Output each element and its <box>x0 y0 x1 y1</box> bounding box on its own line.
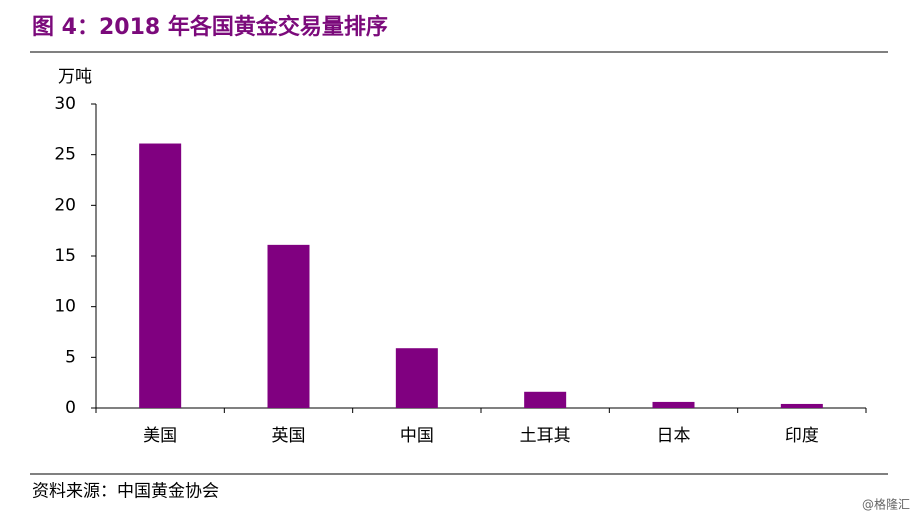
x-tick-label: 英国 <box>272 426 306 446</box>
chart-title: 图 4：2018 年各国黄金交易量排序 <box>32 14 388 40</box>
x-tick-label: 美国 <box>143 426 177 446</box>
y-tick-label: 25 <box>54 145 76 165</box>
bar <box>780 403 823 408</box>
x-tick-label: 印度 <box>785 426 819 446</box>
bar <box>395 348 438 408</box>
watermark: @格隆汇 <box>862 497 910 512</box>
x-tick-label: 土耳其 <box>520 426 571 446</box>
source-note: 资料来源：中国黄金协会 <box>32 482 219 502</box>
bar <box>524 391 567 408</box>
y-tick-label: 0 <box>65 398 76 418</box>
bar <box>652 401 695 408</box>
y-tick-label: 20 <box>54 195 76 215</box>
y-tick-label: 15 <box>54 246 76 266</box>
y-tick-label: 5 <box>65 347 76 367</box>
y-tick-label: 30 <box>54 94 76 114</box>
x-tick-label: 中国 <box>400 426 434 446</box>
y-axis-unit: 万吨 <box>58 67 92 87</box>
y-tick-label: 10 <box>54 297 76 317</box>
x-tick-label: 日本 <box>657 426 691 446</box>
bar <box>139 143 182 408</box>
bar <box>267 244 310 408</box>
